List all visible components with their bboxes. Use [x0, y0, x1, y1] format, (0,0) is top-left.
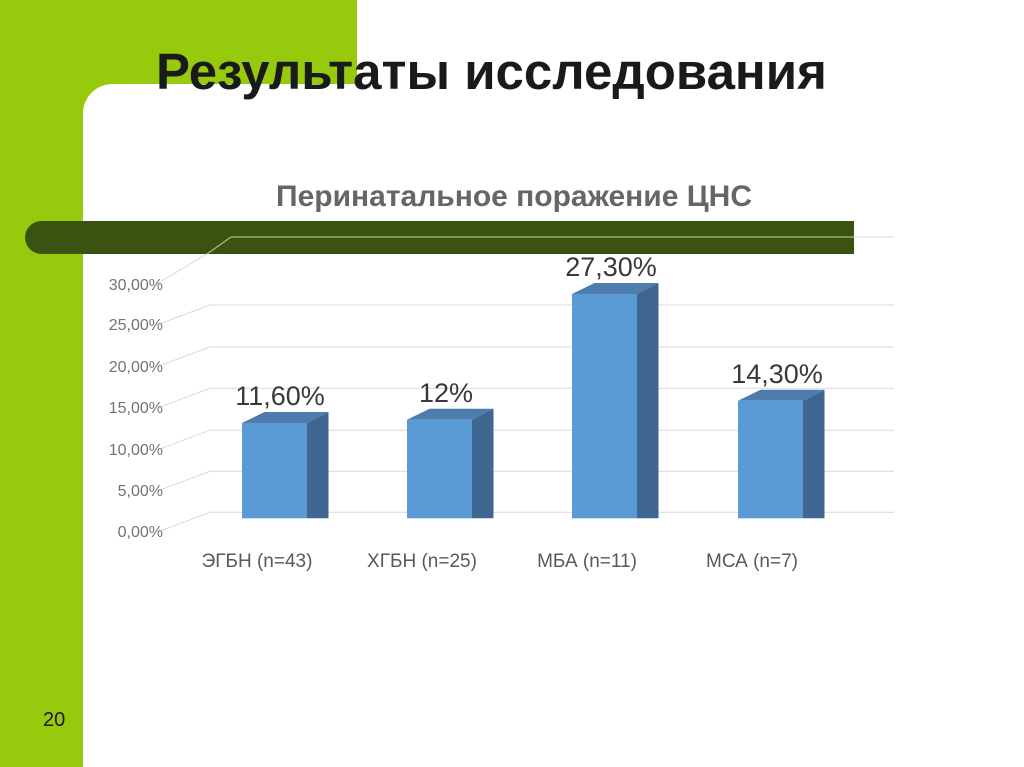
svg-text:ЭГБН (n=43): ЭГБН (n=43) [202, 551, 313, 572]
svg-text:0,00%: 0,00% [118, 524, 163, 541]
svg-text:10,00%: 10,00% [109, 442, 163, 459]
svg-text:30,00%: 30,00% [109, 277, 163, 294]
svg-text:15,00%: 15,00% [109, 400, 163, 417]
svg-text:МБА (n=11): МБА (n=11) [537, 551, 637, 572]
svg-text:12%: 12% [419, 378, 473, 408]
svg-text:27,30%: 27,30% [565, 252, 657, 282]
svg-text:11,60%: 11,60% [235, 381, 325, 411]
svg-text:14,30%: 14,30% [731, 359, 823, 389]
svg-text:5,00%: 5,00% [118, 483, 163, 500]
svg-text:20,00%: 20,00% [109, 359, 163, 376]
svg-text:МСА (n=7): МСА (n=7) [706, 551, 798, 572]
svg-text:25,00%: 25,00% [109, 317, 163, 334]
svg-text:ХГБН (n=25): ХГБН (n=25) [367, 551, 477, 572]
